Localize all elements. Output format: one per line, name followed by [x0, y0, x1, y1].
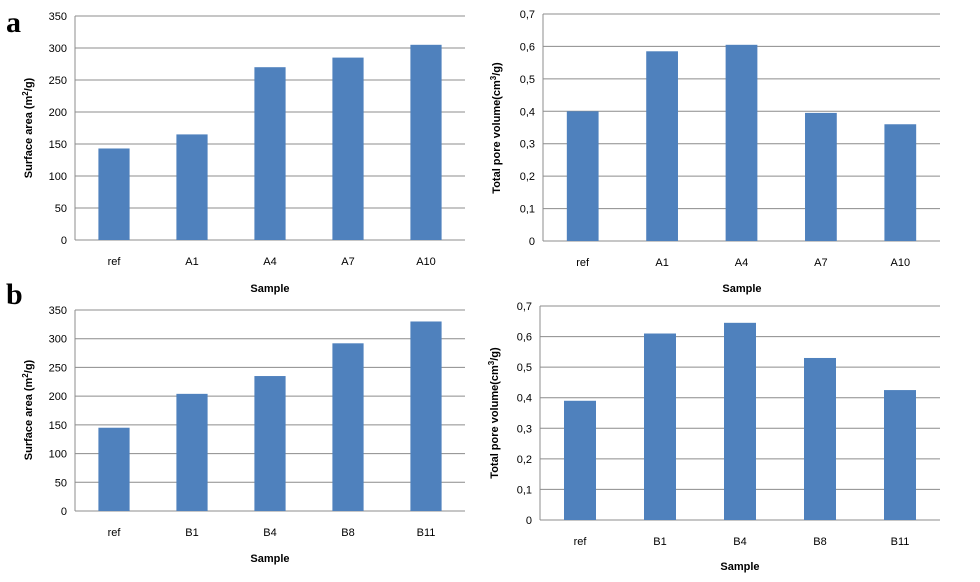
x-tick-label: B8 [341, 527, 354, 539]
x-axis-title: Sample [722, 283, 761, 295]
bar [646, 51, 678, 241]
y-tick-label: 0,7 [517, 301, 532, 313]
y-tick-label: 0,2 [520, 171, 535, 183]
bar [566, 111, 599, 242]
y-tick-label: 0,2 [517, 454, 532, 466]
y-tick-label: 0,7 [520, 9, 535, 21]
y-tick-label: 200 [49, 391, 67, 403]
panel-label-a: a [6, 6, 21, 39]
bar [254, 376, 286, 511]
y-tick-label: 0,6 [520, 41, 535, 53]
y-axis-title: Surface area (m2/g) [21, 77, 35, 178]
bar [98, 427, 130, 511]
y-tick-label: 0,1 [517, 484, 532, 496]
bar [884, 124, 917, 241]
x-axis-title: Sample [250, 553, 289, 565]
x-tick-label: A4 [263, 256, 276, 268]
x-tick-label: B1 [653, 536, 666, 548]
y-tick-label: 250 [49, 362, 67, 374]
bar [98, 148, 130, 240]
x-axis-title: Sample [720, 561, 759, 573]
y-tick-label: 350 [49, 11, 67, 23]
x-tick-label: A1 [185, 256, 198, 268]
y-tick-label: 0,3 [517, 423, 532, 435]
y-tick-label: 350 [49, 305, 67, 317]
bar [644, 333, 676, 520]
bar [725, 44, 758, 241]
bar [410, 321, 442, 511]
bar [332, 343, 364, 511]
bar [805, 112, 837, 242]
y-tick-label: 0,3 [520, 139, 535, 151]
y-tick-label: 0 [526, 515, 532, 527]
y-tick-label: 0,4 [517, 393, 532, 405]
x-tick-label: A4 [735, 257, 748, 269]
y-tick-label: 200 [49, 107, 67, 119]
x-tick-label: A10 [416, 256, 436, 268]
x-tick-label: A7 [341, 256, 354, 268]
x-tick-label: B4 [733, 536, 746, 548]
bar [564, 400, 596, 520]
y-tick-label: 0,4 [520, 106, 535, 118]
y-tick-label: 0 [61, 506, 67, 518]
bar [410, 44, 442, 240]
x-tick-label: B4 [263, 527, 276, 539]
x-tick-label: A1 [655, 257, 668, 269]
x-tick-label: ref [108, 527, 122, 539]
x-tick-label: B11 [417, 527, 436, 539]
y-tick-label: 150 [49, 139, 67, 151]
bar [804, 357, 836, 520]
y-tick-label: 300 [49, 43, 67, 55]
y-tick-label: 50 [55, 203, 67, 215]
y-tick-label: 0,1 [520, 204, 535, 216]
x-tick-label: A10 [891, 257, 911, 269]
y-tick-label: 100 [49, 449, 67, 461]
bar [332, 57, 364, 240]
bar [724, 322, 756, 520]
bar [176, 134, 208, 240]
x-tick-label: B1 [185, 527, 198, 539]
y-tick-label: 0 [529, 236, 535, 248]
y-tick-label: 0,5 [517, 362, 532, 374]
y-tick-label: 0,5 [520, 74, 535, 86]
y-axis-title: Surface area (m2/g) [21, 359, 35, 460]
y-tick-label: 300 [49, 334, 67, 346]
x-tick-label: B11 [891, 536, 910, 548]
x-tick-label: ref [108, 256, 122, 268]
bar [254, 67, 286, 240]
y-tick-label: 150 [49, 420, 67, 432]
bar [176, 393, 208, 511]
x-tick-label: ref [576, 257, 590, 269]
bar [884, 390, 916, 520]
y-tick-label: 100 [49, 171, 67, 183]
x-tick-label: A7 [814, 257, 827, 269]
y-axis-title: Total pore volume(cm3/g) [489, 62, 503, 194]
y-tick-label: 50 [55, 477, 67, 489]
y-tick-label: 0 [61, 235, 67, 247]
x-tick-label: ref [574, 536, 588, 548]
y-tick-label: 0,6 [517, 332, 532, 344]
y-axis-title: Total pore volume(cm3/g) [487, 347, 501, 479]
panel-label-b: b [6, 278, 23, 311]
x-tick-label: B8 [813, 536, 826, 548]
x-axis-title: Sample [250, 283, 289, 295]
y-tick-label: 250 [49, 75, 67, 87]
